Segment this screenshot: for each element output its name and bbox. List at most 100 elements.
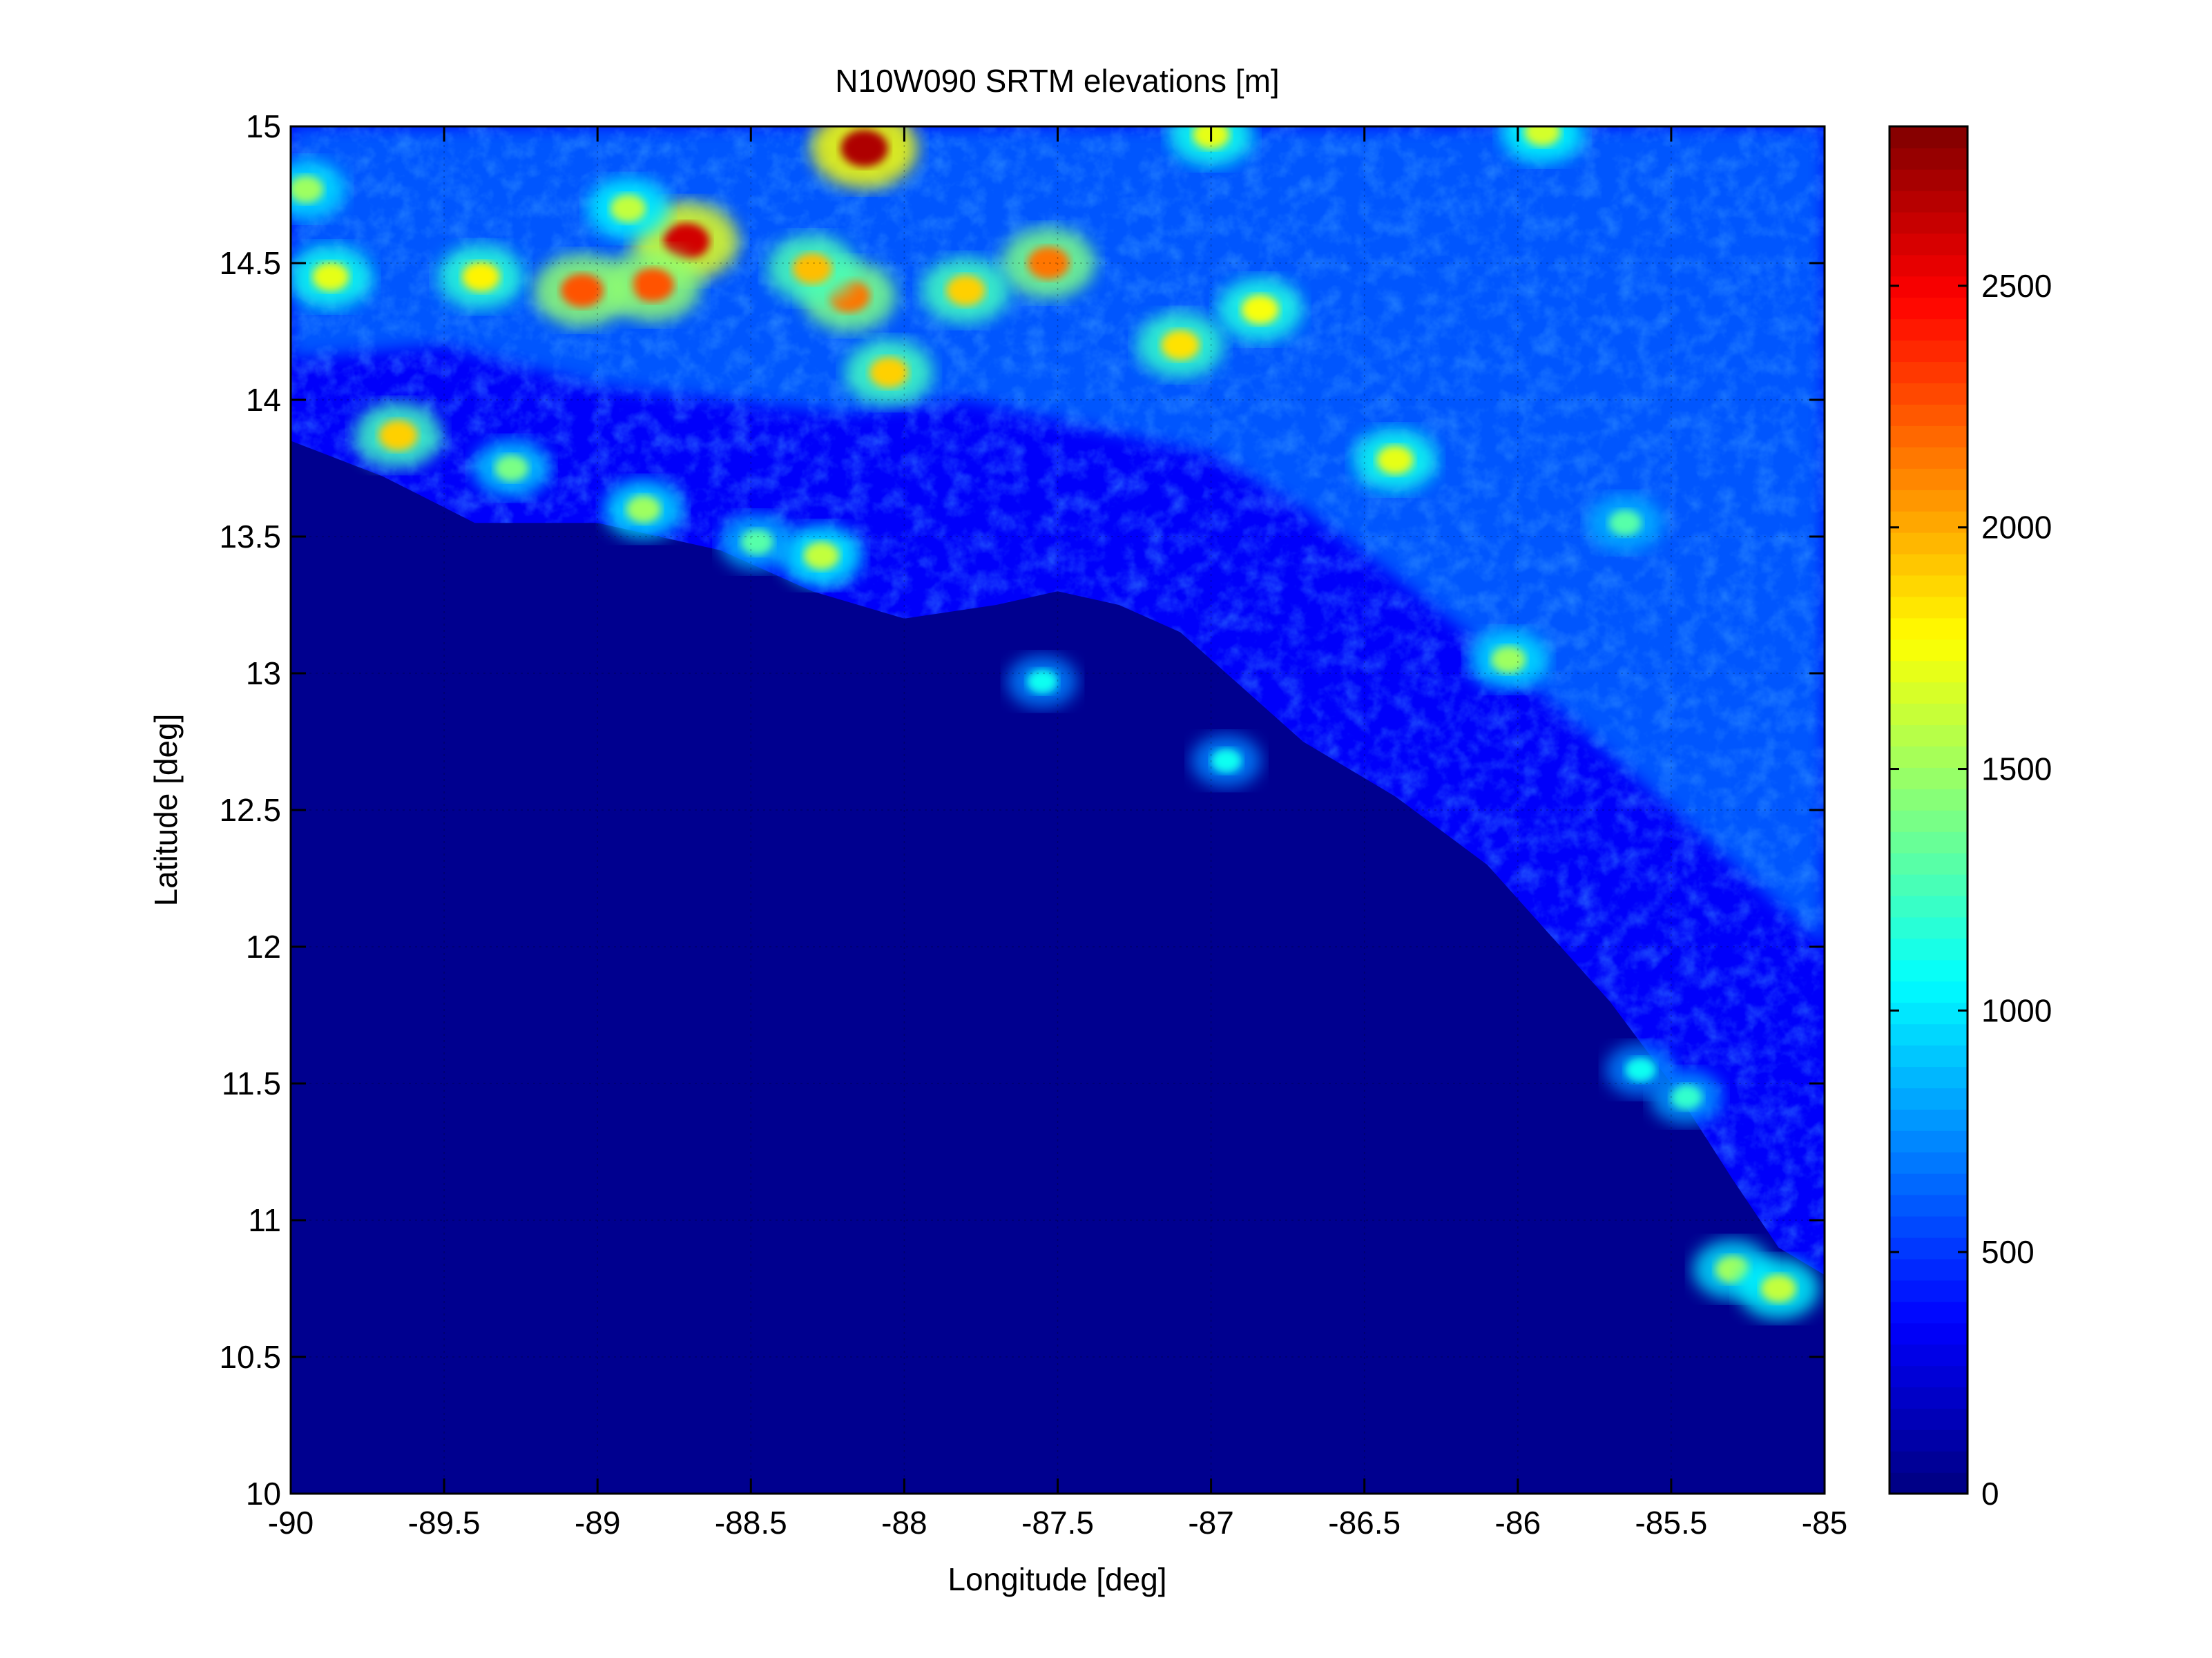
x-tick-label: -89.5: [408, 1505, 481, 1541]
peak-core: [626, 495, 661, 523]
colorbar-band: [1889, 789, 1968, 811]
colorbar-band: [1889, 1152, 1968, 1174]
colorbar-band: [1889, 1045, 1968, 1068]
peak-core: [631, 268, 674, 302]
colorbar-band: [1889, 1301, 1968, 1324]
colorbar-band: [1889, 126, 1968, 148]
y-tick-label: 11.5: [222, 1066, 281, 1101]
colorbar-band: [1889, 724, 1968, 746]
colorbar-band: [1889, 1451, 1968, 1473]
peak-core: [840, 129, 888, 167]
colorbar-frame: [1888, 125, 1969, 1495]
colorbar-ticks: 0 500 1000 1500 2000 2500: [1889, 268, 2052, 1512]
colorbar-band: [1889, 617, 1968, 640]
colorbar-band: [1889, 810, 1968, 832]
colorbar-band: [1889, 190, 1968, 213]
colorbar-band: [1889, 168, 1968, 191]
x-tick-label: -85: [1802, 1505, 1847, 1541]
colorbar-band: [1889, 447, 1968, 469]
x-tick-label: -86.5: [1328, 1505, 1401, 1541]
colorbar-tick-label: 1500: [1981, 751, 2052, 787]
peak-core: [792, 253, 832, 285]
colorbar-band: [1889, 254, 1968, 277]
y-axis: 10 10.5 11 11.5 12 12.5 13 13.5 14 14.5 15: [219, 108, 1825, 1512]
x-tick-label: -87.5: [1021, 1505, 1094, 1541]
peak-core: [291, 175, 324, 203]
colorbar-band: [1889, 510, 1968, 533]
colorbar-band: [1889, 1258, 1968, 1281]
chart-title: N10W090 SRTM elevations [m]: [835, 63, 1279, 99]
peak-core: [312, 262, 349, 291]
colorbar-tick-label: 2500: [1981, 268, 2052, 304]
peak-core: [1376, 445, 1414, 475]
x-tick-label: -89: [575, 1505, 620, 1541]
colorbar-band: [1889, 938, 1968, 961]
colorbar-band: [1889, 147, 1968, 170]
colorbar-band: [1889, 532, 1968, 555]
colorbar-band: [1889, 1173, 1968, 1195]
x-tick-label: -88.5: [715, 1505, 787, 1541]
y-tick-label: 13: [246, 655, 281, 691]
y-tick-label: 10.5: [219, 1339, 281, 1375]
peak-core: [1161, 330, 1200, 360]
peak-core: [1671, 1084, 1703, 1110]
colorbar-band: [1889, 852, 1968, 875]
colorbar-band: [1889, 682, 1968, 704]
colorbar-band: [1889, 318, 1968, 341]
y-tick-label: 15: [246, 108, 281, 144]
peak-core: [1491, 646, 1526, 673]
colorbar-band: [1889, 1002, 1968, 1025]
colorbar-band: [1889, 1322, 1968, 1345]
peak-core: [663, 223, 710, 260]
colorbar-band: [1889, 1280, 1968, 1302]
colorbar-band: [1889, 425, 1968, 447]
colorbar-band: [1889, 703, 1968, 726]
colorbar-band: [1889, 1237, 1968, 1260]
colorbar-band: [1889, 1408, 1968, 1430]
x-tick-label: -88: [881, 1505, 927, 1541]
peak-core: [462, 262, 500, 292]
colorbar-tick-label: 2000: [1981, 510, 2052, 546]
colorbar-band: [1889, 895, 1968, 918]
colorbar-band: [1889, 297, 1968, 320]
colorbar-band: [1889, 211, 1968, 234]
peak-core: [1027, 669, 1058, 694]
peak-core: [1241, 295, 1279, 325]
colorbar-band: [1889, 1130, 1968, 1153]
peak-core: [1524, 126, 1561, 146]
y-tick-label: 13.5: [219, 519, 281, 555]
colorbar-band: [1889, 981, 1968, 1003]
peak-core: [378, 420, 418, 451]
x-axis: -90 -89.5 -89 -88.5 -88 -87.5 -87 -86.5 -86 -85.5…: [268, 126, 1847, 1541]
colorbar-tick-label: 0: [1981, 1476, 1999, 1512]
colorbar-band: [1889, 233, 1968, 256]
x-axis-label: Longitude [deg]: [948, 1561, 1166, 1597]
peak-core: [946, 275, 985, 306]
peak-core: [561, 273, 604, 307]
colorbar-band: [1889, 1472, 1968, 1494]
peak-core: [740, 529, 773, 555]
peak-core: [610, 194, 646, 223]
colorbar-band: [1889, 383, 1968, 405]
y-tick-label: 11: [248, 1202, 281, 1238]
colorbar-tick-label: 1000: [1981, 992, 2052, 1028]
colorbar-band: [1889, 340, 1968, 363]
colorbar-band: [1889, 1215, 1968, 1238]
colorbar-band: [1889, 959, 1968, 982]
peak-core: [1608, 510, 1642, 536]
colorbar-band: [1889, 831, 1968, 854]
colorbar-band: [1889, 1088, 1968, 1110]
colorbar: [1889, 126, 1968, 1494]
colorbar-band: [1889, 468, 1968, 490]
colorbar-band: [1889, 553, 1968, 576]
x-tick-label: -87: [1188, 1505, 1233, 1541]
colorbar-band: [1889, 575, 1968, 597]
colorbar-band: [1889, 1066, 1968, 1088]
x-tick-label: -85.5: [1635, 1505, 1707, 1541]
colorbar-band: [1889, 361, 1968, 384]
colorbar-band: [1889, 767, 1968, 789]
colorbar-band: [1889, 1023, 1968, 1046]
y-tick-label: 14.5: [219, 245, 281, 281]
y-tick-label: 12: [246, 929, 281, 965]
